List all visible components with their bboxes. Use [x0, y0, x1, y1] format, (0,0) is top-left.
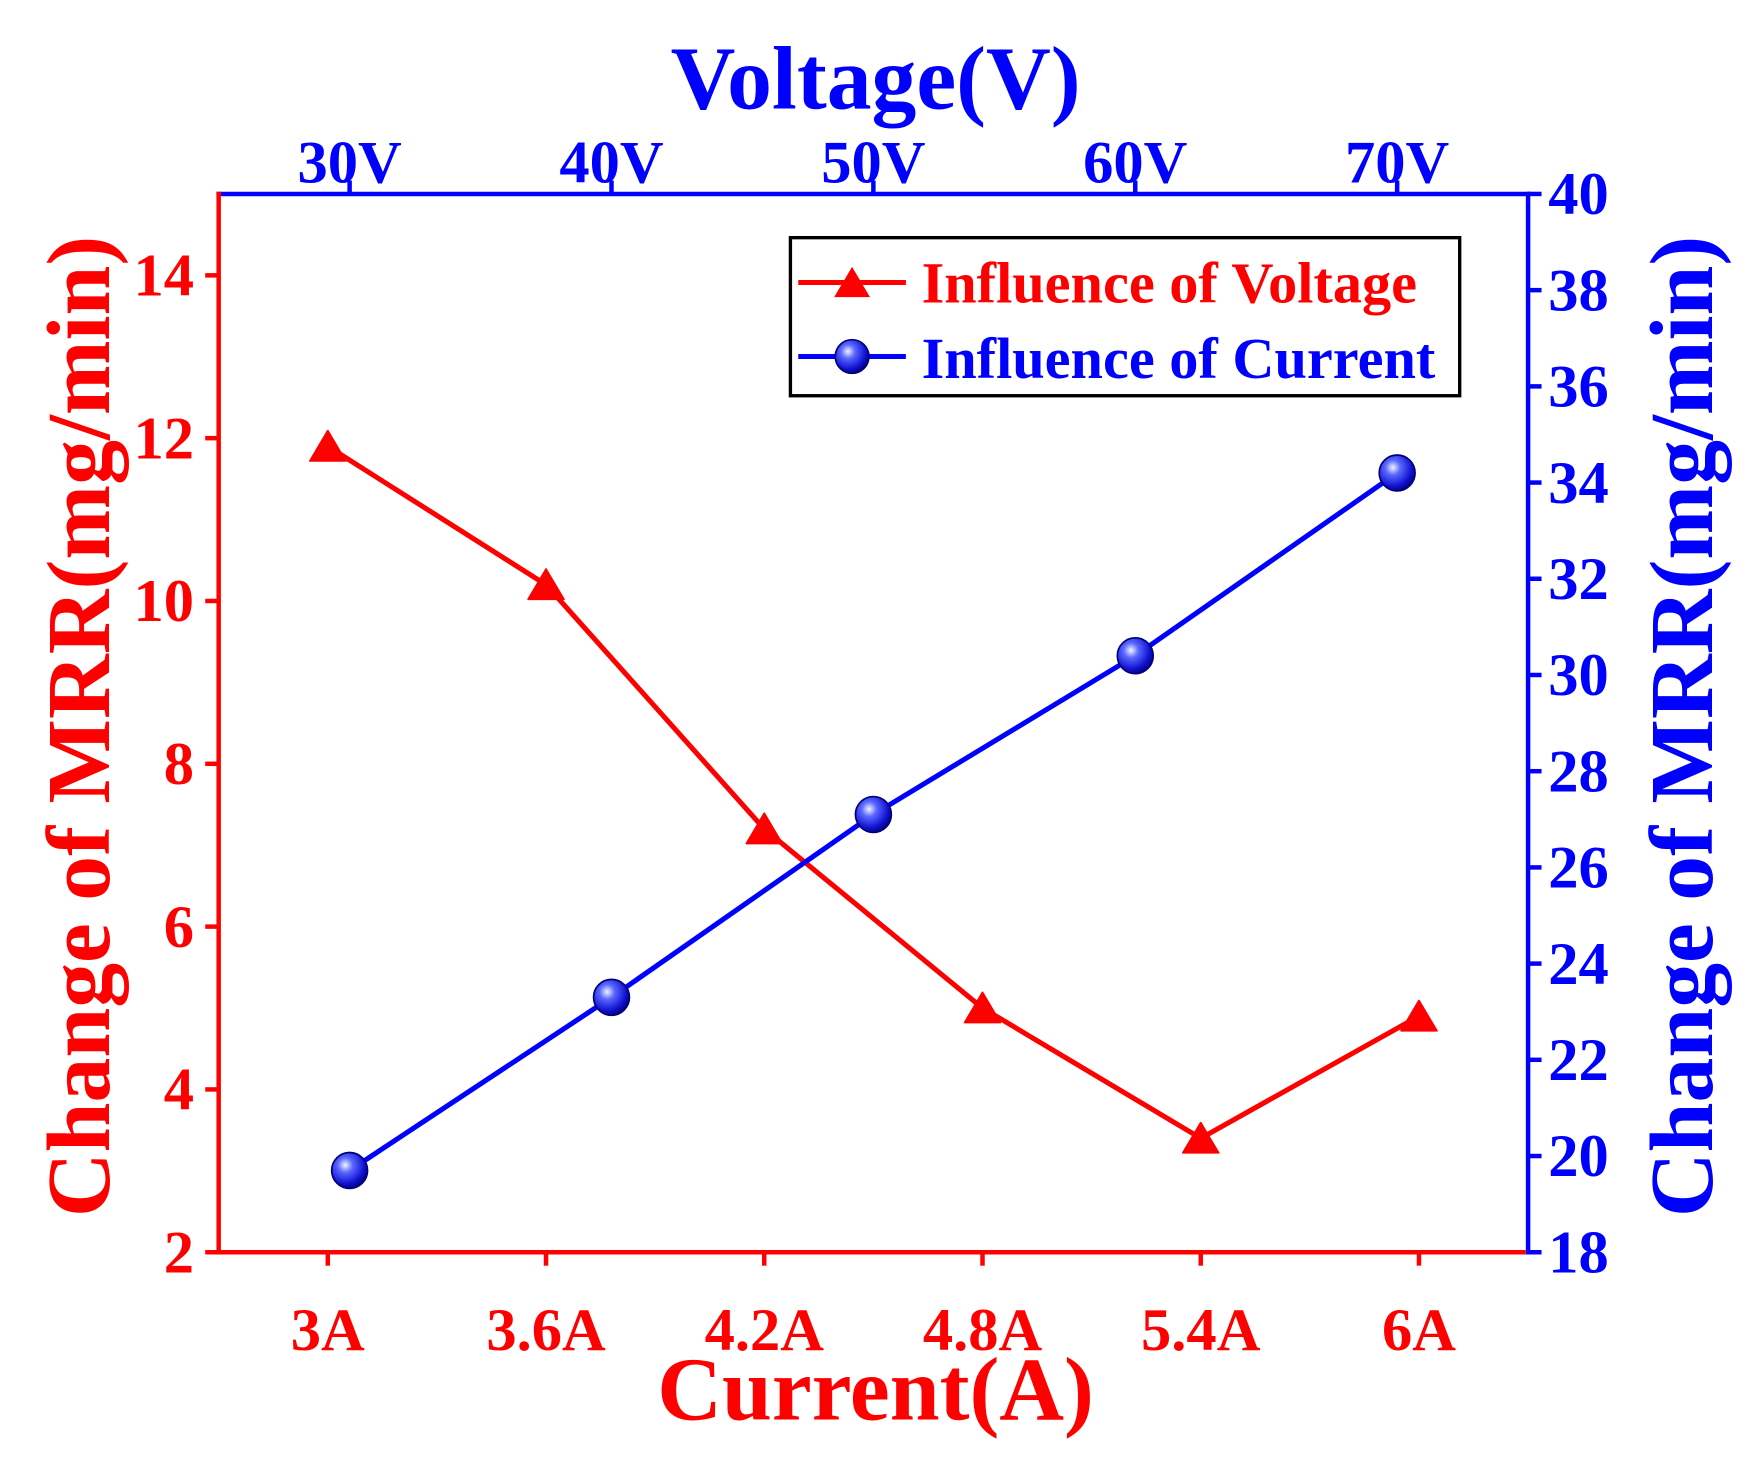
right-axis-tick-label: 28 [1548, 738, 1609, 805]
top-axis-title: Voltage(V) [671, 30, 1081, 129]
voltage-data-point-triangle [1400, 999, 1438, 1032]
right-axis-tick-label: 36 [1548, 354, 1609, 421]
bottom-axis-tick-label: 4.8A [923, 1297, 1043, 1364]
top-axis-tick-label: 60V [1083, 130, 1188, 197]
right-axis-tick-label: 26 [1548, 835, 1609, 902]
bottom-axis-tick-label: 3.6A [486, 1297, 606, 1364]
top-axis-tick-label: 30V [298, 130, 403, 197]
top-axis-tick-label: 50V [821, 130, 926, 197]
legend: Influence of Voltage Influence of Curren… [788, 235, 1462, 398]
bottom-axis-title: Current(A) [657, 1340, 1094, 1439]
legend-item-current: Influence of Current [798, 326, 1436, 391]
legend-current-label: Influence of Current [922, 326, 1436, 391]
right-axis-tick-label: 40 [1548, 161, 1609, 228]
top-axis-tick-label: 70V [1345, 130, 1450, 197]
right-axis-tick-label: 24 [1548, 931, 1609, 998]
legend-item-voltage: Influence of Voltage [798, 251, 1417, 316]
right-axis-tick-label: 30 [1548, 642, 1609, 709]
right-axis-tick-label: 32 [1548, 546, 1609, 613]
current-data-point-circle [1378, 454, 1416, 492]
right-axis-tick-label: 34 [1548, 450, 1609, 517]
legend-voltage-label: Influence of Voltage [922, 251, 1417, 316]
right-axis-tick-label: 20 [1548, 1123, 1609, 1190]
bottom-axis-tick-label: 4.2A [705, 1297, 825, 1364]
current-data-point-circle [330, 1151, 369, 1190]
bottom-axis-tick-label: 6A [1382, 1297, 1456, 1364]
current-data-point-circle [854, 795, 893, 834]
right-axis-tick-label: 38 [1548, 257, 1609, 324]
voltage-data-point-triangle [527, 568, 565, 601]
voltage-data-point-triangle [309, 429, 347, 462]
right-axis-tick-label: 18 [1548, 1219, 1609, 1286]
bottom-axis-tick-label: 5.4A [1141, 1297, 1261, 1364]
top-axis-tick-label: 40V [559, 130, 664, 197]
left-axis-tick-label: 14 [133, 243, 194, 310]
voltage-data-point-triangle [745, 812, 784, 845]
legend-box [788, 235, 1462, 398]
left-axis-tick-label: 2 [164, 1219, 194, 1286]
legend-triangle-marker [834, 266, 871, 298]
right-axis-tick-label: 22 [1548, 1027, 1609, 1094]
voltage-data-point-triangle [1181, 1121, 1220, 1154]
current-data-point-circle [592, 978, 631, 1017]
current-data-point-circle [1116, 636, 1155, 675]
legend-circle-marker [834, 338, 870, 375]
bottom-axis-tick-label: 3A [291, 1297, 365, 1364]
left-axis-tick-label: 10 [133, 568, 194, 635]
left-axis-tick-label: 4 [164, 1057, 194, 1124]
right-axis-title: Change of MRR(mg/min) [1633, 236, 1732, 1217]
voltage-series-line [326, 444, 1421, 1141]
left-axis-tick-label: 12 [133, 405, 194, 472]
voltage-data-point-triangle [963, 991, 1002, 1024]
data-series [309, 429, 1438, 1190]
left-axis-tick-label: 6 [164, 894, 194, 961]
left-axis-title: Change of MRR(mg/min) [30, 236, 129, 1217]
left-axis-tick-label: 8 [164, 731, 194, 798]
